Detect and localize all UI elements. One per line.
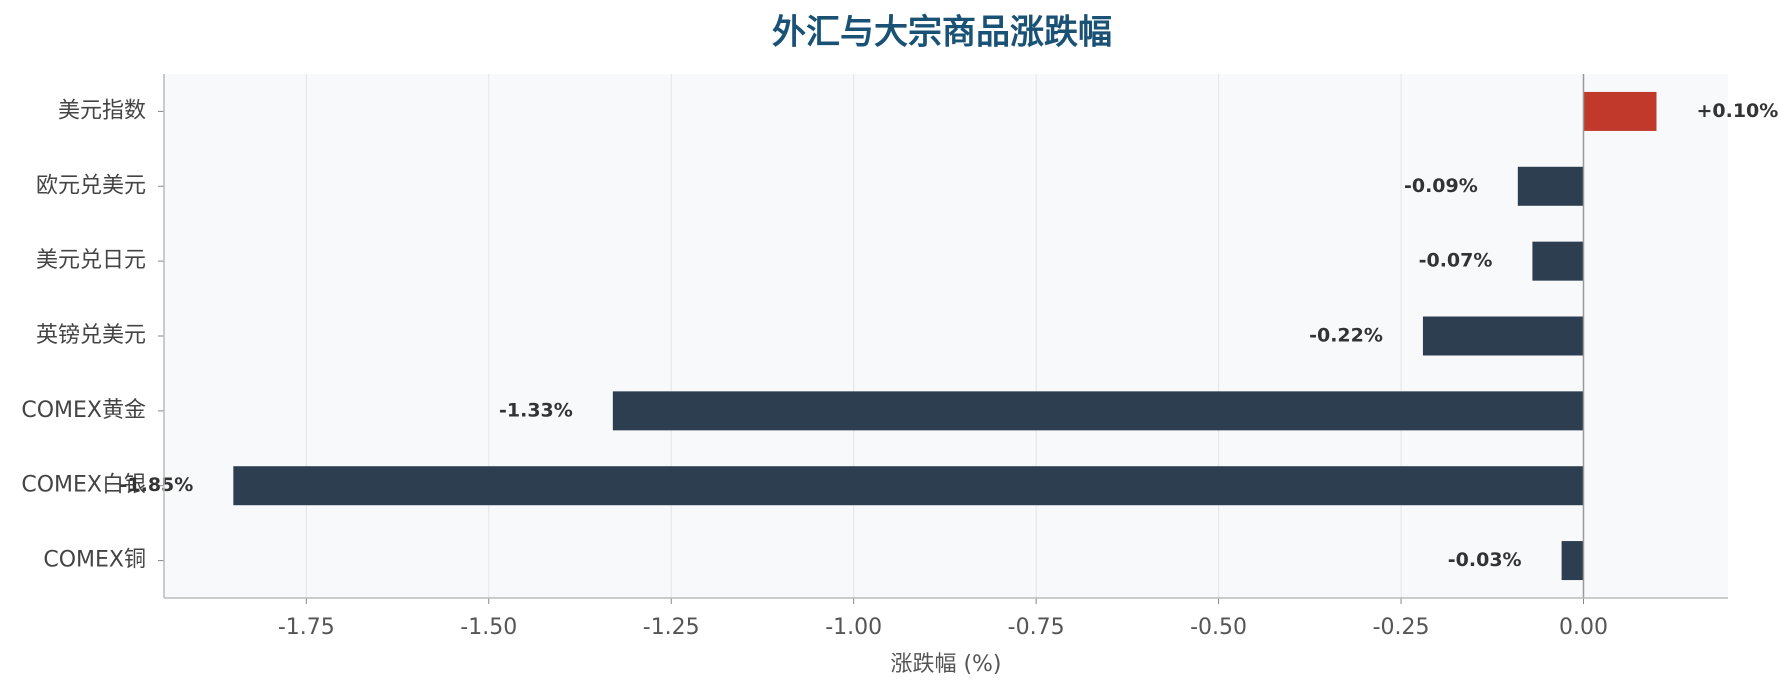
value-label: -1.85% xyxy=(120,474,194,496)
value-label: -0.09% xyxy=(1404,175,1478,197)
bar xyxy=(612,391,1584,431)
value-label: -0.03% xyxy=(1448,549,1522,571)
y-tick-label: COMEX铜 xyxy=(43,548,146,573)
y-tick-label: 美元指数 xyxy=(58,98,146,123)
bar xyxy=(1532,241,1584,281)
value-label: -0.22% xyxy=(1309,325,1383,347)
x-tick-label: -0.75 xyxy=(1008,615,1065,640)
y-tick-label: 欧元兑美元 xyxy=(36,173,146,198)
value-label: -1.33% xyxy=(499,399,573,421)
bar xyxy=(233,466,1584,506)
x-tick-label: -1.00 xyxy=(825,615,882,640)
x-tick-label: -1.75 xyxy=(278,615,335,640)
chart-title: 外汇与大宗商品涨跌幅 xyxy=(772,13,1112,53)
x-tick-label: -0.50 xyxy=(1190,615,1247,640)
y-tick-label: 美元兑日元 xyxy=(36,248,146,273)
bar xyxy=(1583,91,1657,131)
y-tick-label: COMEX黄金 xyxy=(21,398,146,423)
bar xyxy=(1561,541,1584,581)
y-tick-label: 英镑兑美元 xyxy=(36,323,146,348)
x-tick-label: -1.50 xyxy=(460,615,517,640)
x-tick-label: -0.25 xyxy=(1373,615,1430,640)
value-label: +0.10% xyxy=(1696,100,1778,122)
y-tick-label: COMEX白银 xyxy=(21,473,146,498)
value-label: -0.07% xyxy=(1419,250,1493,272)
x-axis-label: 涨跌幅 (%) xyxy=(890,652,1001,677)
x-tick-label: 0.00 xyxy=(1559,615,1608,640)
x-tick-label: -1.25 xyxy=(643,615,700,640)
bar xyxy=(1422,316,1584,356)
bar xyxy=(1517,166,1584,206)
